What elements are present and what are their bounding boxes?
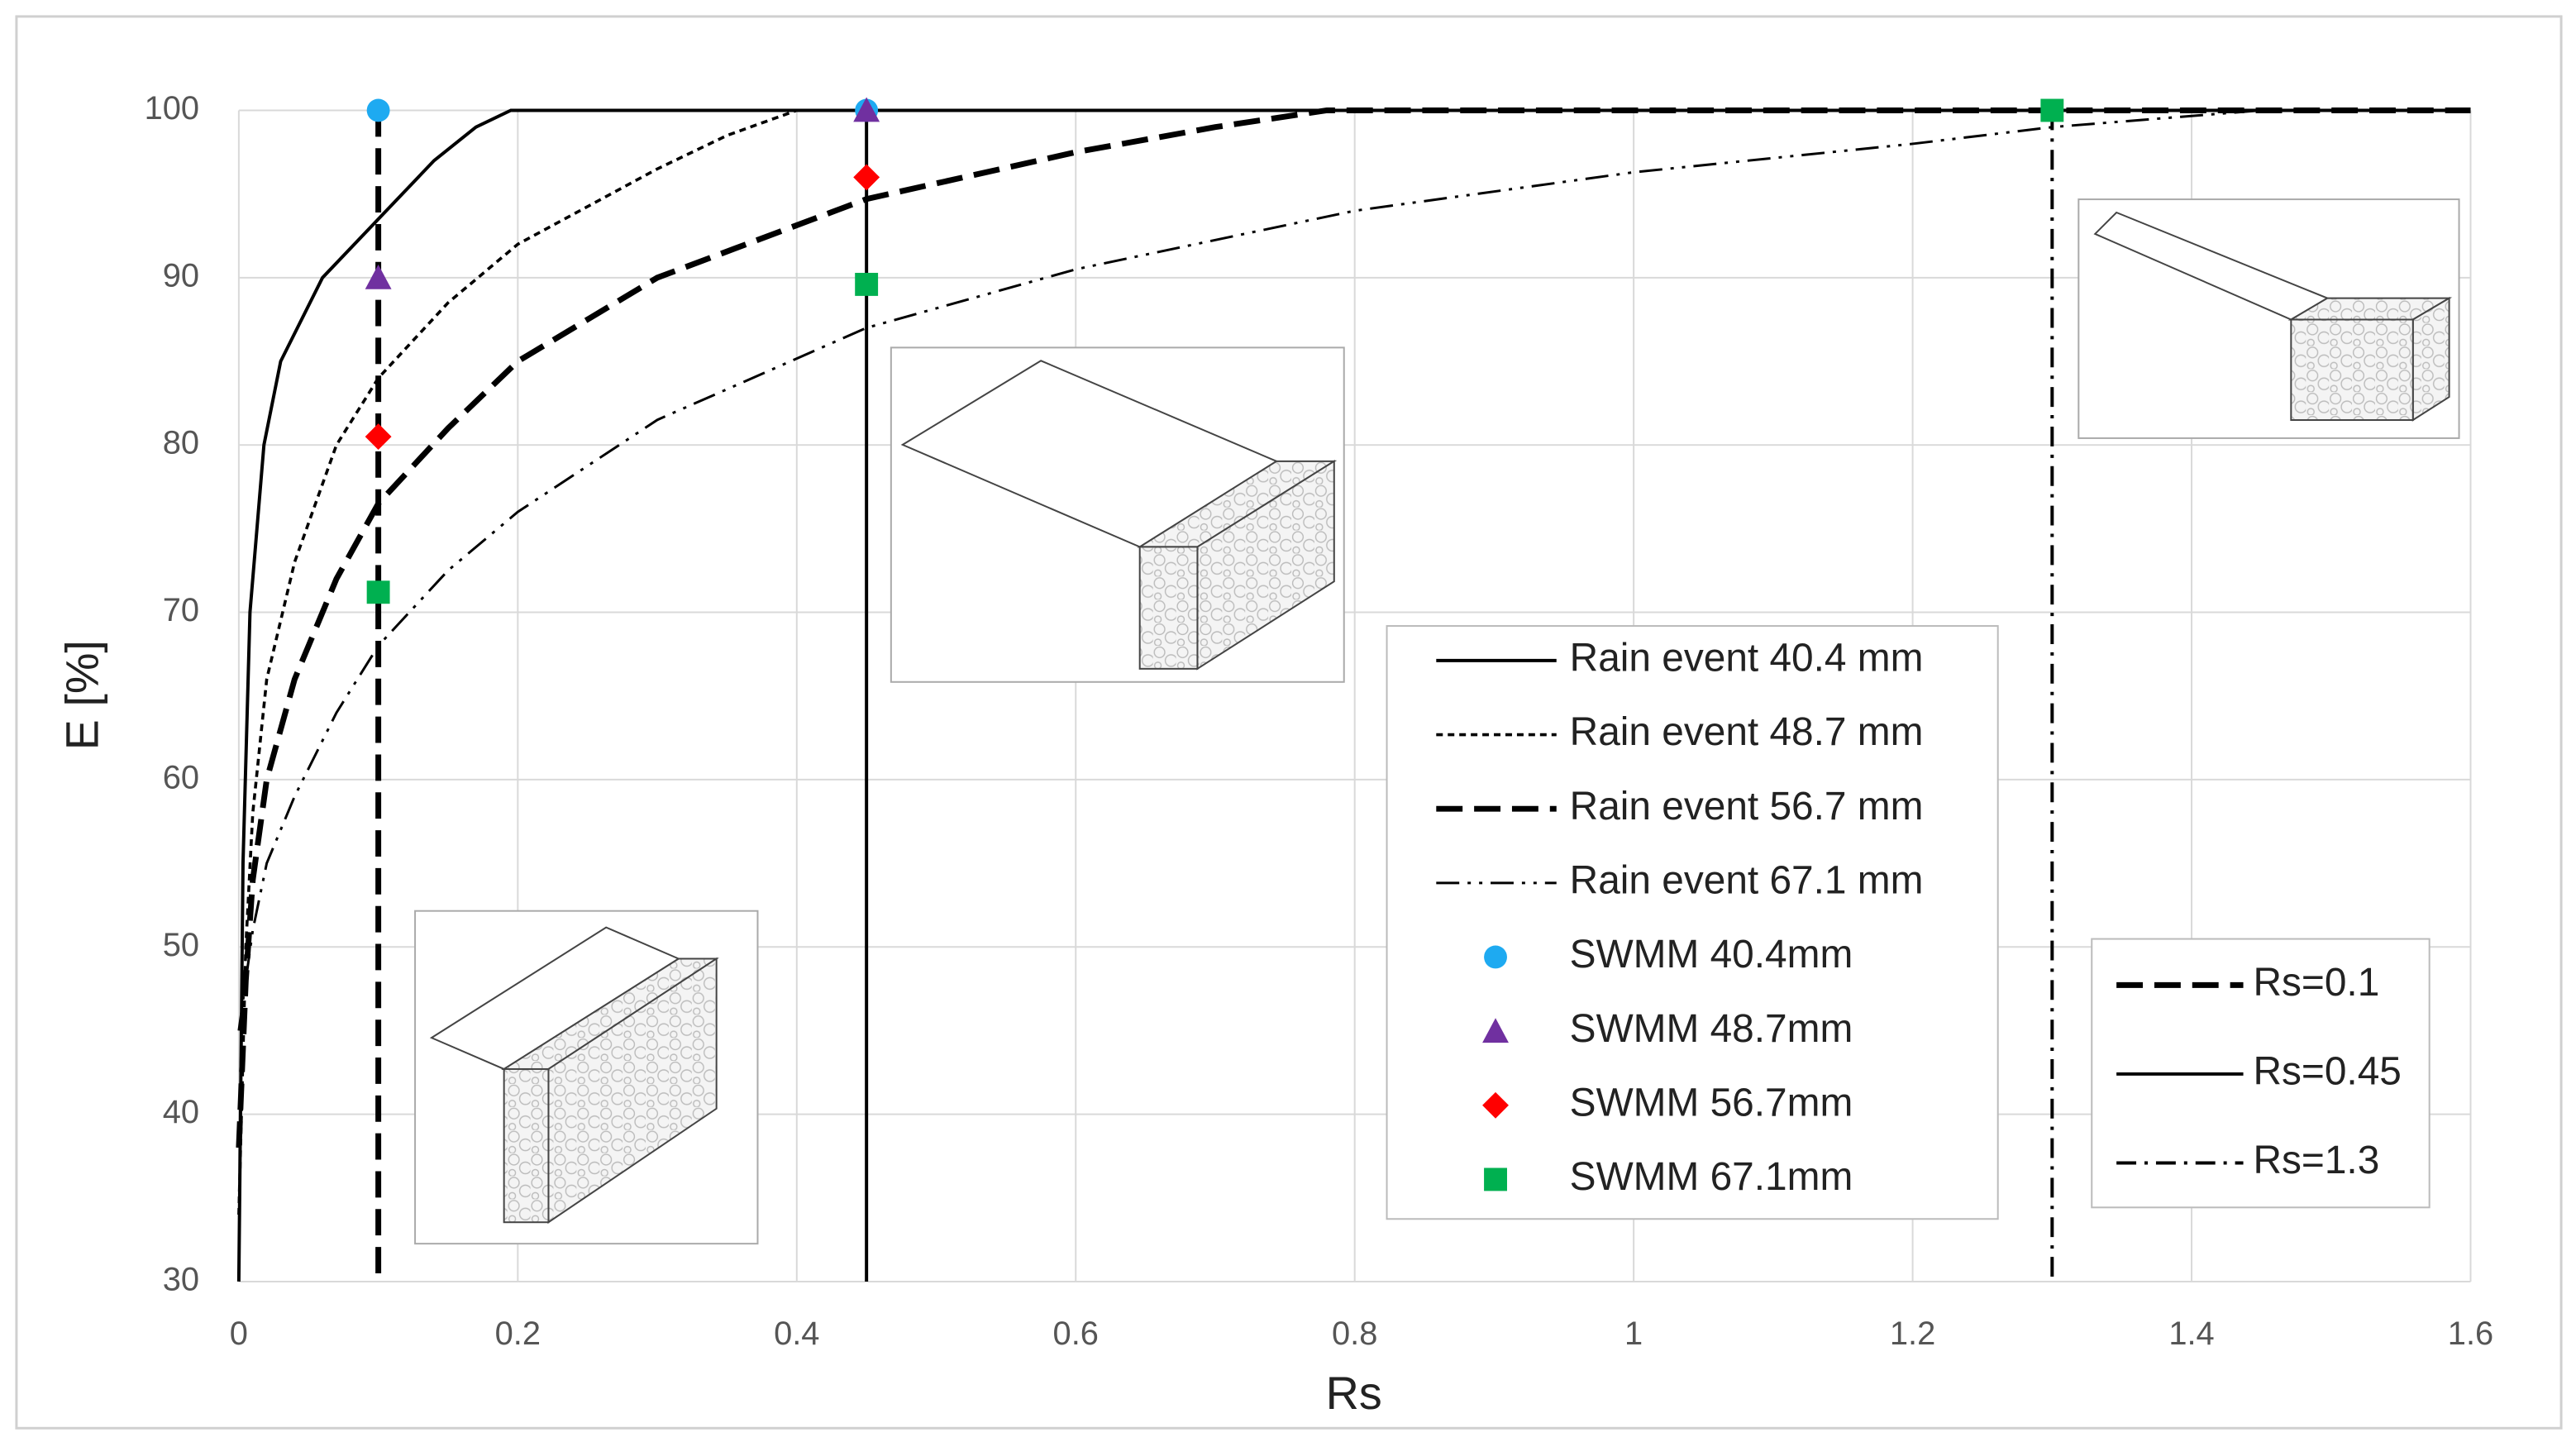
legend: Rain event 40.4 mm Rain event 48.7 mm Rain… [1436, 637, 2402, 1199]
plot [236, 97, 2471, 1282]
marker [855, 272, 879, 296]
x-tick-label: 1.4 [2168, 1315, 2214, 1352]
legend-label: Rs=0.1 [2254, 961, 2380, 1005]
inset-shape [503, 1067, 550, 1224]
marker [366, 580, 390, 604]
inset-shape [1138, 546, 1199, 670]
curve [236, 108, 2471, 1282]
inset-trench-narrow [414, 910, 759, 1245]
legend-label: SWMM 56.7mm [1570, 1081, 1853, 1124]
marker [1482, 1091, 1509, 1119]
legend-box [1386, 625, 1999, 1220]
legend-label: Rain event 40.4 mm [1570, 637, 1924, 680]
inset-trench-wide [890, 346, 1345, 683]
marker [1484, 945, 1507, 969]
y-tick-label: 100 [145, 90, 199, 127]
inset-shape [2290, 318, 2414, 422]
x-tick-label: 0.6 [1053, 1315, 1099, 1352]
legend-label: Rain event 48.7 mm [1570, 710, 1924, 754]
marker [1484, 1167, 1507, 1191]
y-tick-label: 80 [163, 425, 199, 461]
legend-label: SWMM 48.7mm [1570, 1007, 1853, 1051]
y-tick-label: 50 [163, 927, 199, 963]
y-tick-label: 40 [163, 1094, 199, 1130]
legend-label: SWMM 67.1mm [1570, 1155, 1853, 1199]
legend-label: Rs=1.3 [2254, 1139, 2380, 1182]
x-tick-label: 0.4 [774, 1315, 819, 1352]
marker [366, 98, 390, 122]
marker [1482, 1018, 1509, 1043]
marker [365, 423, 392, 451]
marker [853, 97, 880, 122]
legend-label: SWMM 40.4mm [1570, 933, 1853, 976]
curve [236, 107, 2471, 1148]
y-tick-label: 60 [163, 759, 199, 795]
y-tick-label: 70 [163, 592, 199, 628]
x-tick-label: 1.6 [2448, 1315, 2493, 1352]
y-tick-label: 90 [163, 257, 199, 294]
x-axis-title: Rs [1326, 1368, 1382, 1419]
x-tick-label: 1.2 [1890, 1315, 1935, 1352]
inset-trench-long [2077, 198, 2460, 439]
x-tick-label: 0 [230, 1315, 248, 1352]
legend-label: Rain event 67.1 mm [1570, 858, 1924, 902]
y-axis-title: E [%] [56, 640, 107, 750]
x-tick-label: 1 [1624, 1315, 1643, 1352]
marker [365, 264, 392, 289]
y-tick-label: 30 [163, 1261, 199, 1297]
marker [2040, 98, 2064, 122]
legend-label: Rs=0.45 [2254, 1050, 2402, 1094]
x-tick-label: 0.2 [495, 1315, 541, 1352]
x-tick-label: 0.8 [1332, 1315, 1377, 1352]
legend-label: Rain event 56.7 mm [1570, 785, 1924, 828]
